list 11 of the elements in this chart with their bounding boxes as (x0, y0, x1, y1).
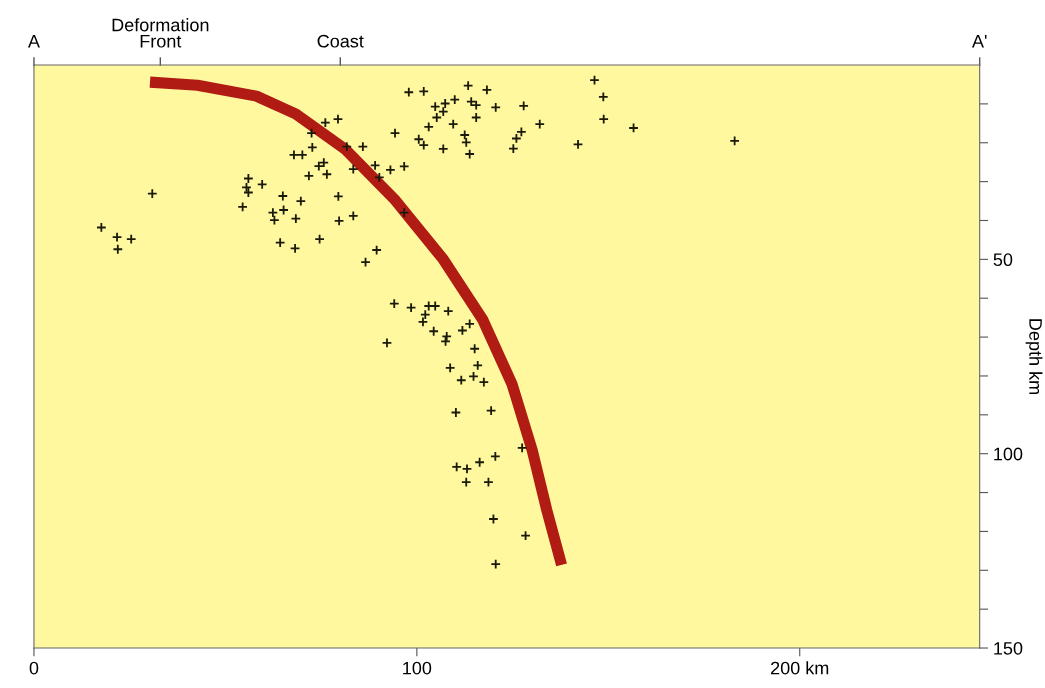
x-tick-label: 200 km (771, 661, 829, 675)
ref-line-label: A' (971, 34, 987, 48)
ref-line-label: Coast (317, 34, 364, 48)
y-tick-label: 150 (994, 641, 1023, 655)
x-tick-label: 100 (403, 661, 432, 675)
ref-line-label: Deformation Front (112, 18, 209, 48)
x-tick-label: 0 (29, 661, 39, 675)
ref-line-label: A (27, 34, 40, 48)
y-tick-label: 50 (993, 253, 1013, 267)
y-tick-label: 100 (994, 447, 1023, 461)
y-axis-title: Depth km (1025, 319, 1043, 394)
